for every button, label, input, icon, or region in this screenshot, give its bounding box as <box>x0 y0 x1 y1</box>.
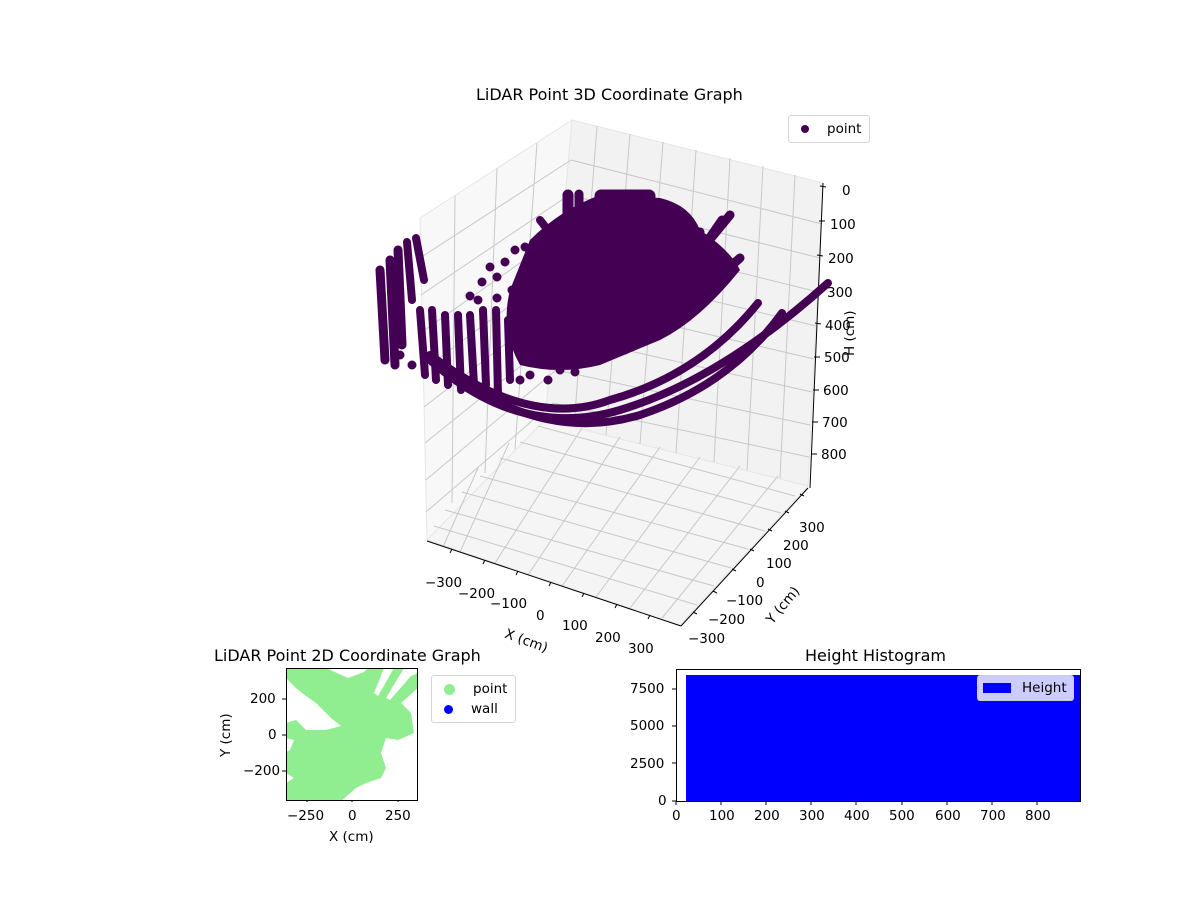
legend-item-point: point <box>436 679 507 699</box>
pane-floor <box>426 419 809 626</box>
legend-item-wall: wall <box>436 699 507 719</box>
histogram-ytick: 5000 <box>630 718 665 734</box>
histogram-xtick: 600 <box>935 808 961 824</box>
plot-2d-xtick: −250 <box>287 808 325 824</box>
plot-2d-ylabel: Y (cm) <box>218 713 234 757</box>
legend-item-height: Height <box>983 678 1067 698</box>
point-marker-icon <box>444 683 455 695</box>
point-cloud <box>375 189 832 428</box>
axis-lines <box>426 182 824 627</box>
plot-2d-title: LiDAR Point 2D Coordinate Graph <box>214 646 481 665</box>
plot-2d-xlabel: X (cm) <box>329 829 374 845</box>
plot-2d-canvas <box>286 668 418 802</box>
plot-2d-ytick: −200 <box>243 763 281 779</box>
plot-3d-canvas <box>375 119 832 627</box>
plot-2d-xtick: 250 <box>385 808 411 824</box>
y-ticks <box>692 493 805 615</box>
histogram-ticks <box>672 688 1038 805</box>
histogram-xtick: 800 <box>1025 808 1051 824</box>
histogram-xtick: 100 <box>709 808 735 824</box>
histogram-xtick: 300 <box>799 808 825 824</box>
plot-2d-legend: point wall <box>431 675 517 723</box>
plot-3d-legend: point <box>788 115 871 143</box>
histogram-legend: Height <box>977 675 1074 701</box>
histogram-xtick: 0 <box>672 808 681 824</box>
histogram-ytick: 2500 <box>630 756 665 772</box>
point-marker-icon <box>801 125 809 133</box>
height-patch-icon <box>983 683 1011 693</box>
plot-2d-xtick: 0 <box>348 808 357 824</box>
histogram-ytick: 0 <box>658 793 667 809</box>
wall-marker-icon <box>444 704 453 714</box>
histogram-xtick: 500 <box>889 808 915 824</box>
histogram-title: Height Histogram <box>805 646 946 665</box>
plot-2d-ytick: 0 <box>268 727 277 743</box>
point-scatter-2d <box>286 668 418 801</box>
legend-item-point: point <box>795 119 861 139</box>
histogram-xtick: 200 <box>754 808 780 824</box>
histogram-ytick: 7500 <box>630 681 665 697</box>
plot-2d-yticks-marks <box>282 698 286 772</box>
histogram-xtick: 700 <box>980 808 1006 824</box>
plot-3d-title: LiDAR Point 3D Coordinate Graph <box>476 85 743 104</box>
plot-2d-ytick: 200 <box>250 691 276 707</box>
z-axis-label: H (cm) <box>842 310 858 356</box>
plot-2d-ticks <box>306 801 399 802</box>
x-ticks <box>449 548 651 620</box>
histogram-xtick: 400 <box>844 808 870 824</box>
